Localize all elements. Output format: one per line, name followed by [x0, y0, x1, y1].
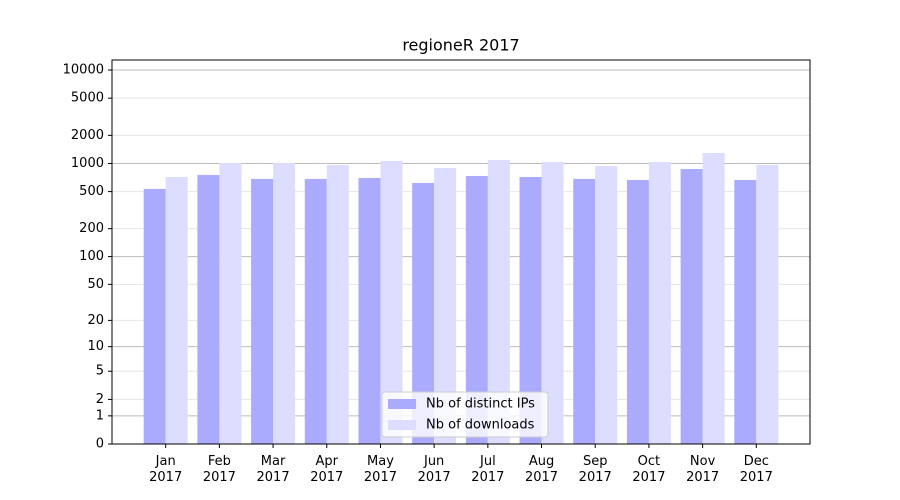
bar	[434, 167, 457, 444]
labels: 0 12 5 10 20 50 100 200 500 1000 2000 5000 10000 Jan 2…	[63, 63, 773, 485]
x-tick-label: May 2017	[364, 454, 397, 485]
x-tick-label: Jan 2017	[149, 454, 182, 485]
bar	[680, 168, 703, 445]
bar	[465, 175, 488, 444]
chart-title: regioneR 2017	[402, 36, 519, 55]
y-tick-label: 100	[79, 249, 104, 264]
y-tick-label: 200	[79, 221, 104, 236]
x-tick-label: Sep 2017	[579, 454, 612, 485]
x-tick-label: Jun 2017	[418, 454, 451, 485]
y-tick-label: 2000	[71, 128, 104, 143]
x-tick-label: Oct 2017	[632, 454, 665, 485]
bar	[541, 162, 564, 444]
y-tick-label: 10000	[63, 63, 104, 78]
bar	[273, 162, 296, 445]
bar	[326, 165, 349, 444]
bar	[380, 160, 403, 444]
x-tick-label: Aug 2017	[525, 454, 558, 485]
bar	[648, 162, 671, 444]
y-tick-label: 20	[87, 313, 104, 328]
x-tick-label: Mar 2017	[257, 454, 290, 485]
bar	[756, 165, 779, 444]
y-tick-label: 1	[96, 408, 104, 423]
bar	[197, 174, 220, 444]
legend-box	[381, 391, 549, 438]
bar	[595, 165, 618, 444]
axes-frame	[111, 59, 811, 445]
bar	[626, 179, 649, 444]
y-tick-label: 50	[87, 277, 104, 292]
bars	[143, 152, 779, 445]
x-tick-label: Dec 2017	[740, 454, 773, 485]
bar	[165, 176, 188, 444]
legend: Nb of distinct IPs Nb of downloads	[381, 391, 549, 438]
bar	[304, 178, 327, 444]
bar	[358, 178, 381, 444]
bar	[519, 176, 542, 444]
bar	[734, 179, 757, 444]
y-tick-label: 0	[96, 437, 104, 452]
x-tick-label: Jul 2017	[471, 454, 504, 485]
y-tick-label: 2	[96, 392, 104, 407]
legend-label: Nb of downloads	[426, 418, 535, 433]
y-tick-label: 500	[79, 184, 104, 199]
y-tick-label: 5	[96, 364, 104, 379]
bar	[251, 178, 274, 444]
bar	[412, 182, 435, 444]
x-tick-label: Feb 2017	[203, 454, 236, 485]
legend-swatch	[388, 420, 416, 430]
legend-swatch	[388, 399, 416, 409]
bar	[219, 162, 242, 445]
bar	[487, 160, 510, 444]
y-tick-label: 10	[87, 339, 104, 354]
x-tick-label: Nov 2017	[686, 454, 719, 485]
x-tick-label: Apr 2017	[310, 454, 343, 485]
bar	[573, 178, 596, 444]
bar	[143, 188, 166, 444]
y-tick-label: 5000	[71, 91, 104, 106]
y-tick-label: 1000	[71, 156, 104, 171]
legend-label: Nb of distinct IPs	[426, 397, 535, 412]
bar	[702, 152, 725, 444]
